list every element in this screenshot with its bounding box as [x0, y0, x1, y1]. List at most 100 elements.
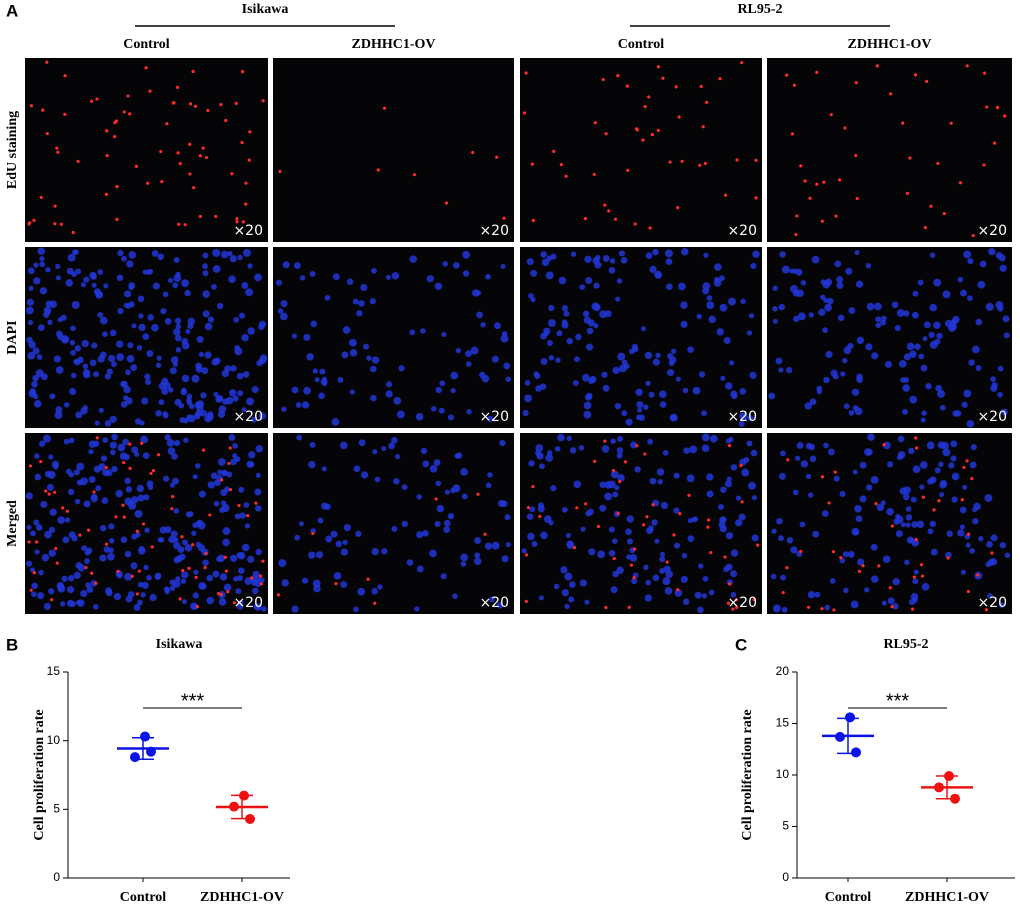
nucleus [687, 346, 694, 353]
nucleus [340, 548, 349, 556]
edu-dot [376, 168, 380, 172]
nucleus [146, 575, 152, 581]
edu-dot [861, 564, 865, 568]
nucleus [119, 452, 128, 460]
edu-dot [228, 487, 233, 492]
edu-dot [227, 461, 231, 466]
nucleus [192, 522, 199, 529]
nucleus [75, 268, 82, 275]
nucleus [539, 383, 547, 390]
nucleus [33, 277, 41, 285]
edu-dot [146, 181, 150, 185]
nucleus [905, 522, 911, 528]
magnification: ×20 [727, 409, 757, 425]
nucleus [371, 356, 380, 364]
nucleus [526, 258, 534, 266]
nucleus [141, 581, 149, 589]
nucleus [957, 276, 964, 283]
nucleus [222, 538, 230, 547]
nucleus [54, 411, 63, 420]
edu-dot [633, 547, 637, 551]
nucleus [496, 602, 504, 609]
nucleus [105, 589, 113, 597]
nucleus [430, 406, 437, 412]
edu-dot [94, 581, 98, 585]
nucleus [141, 397, 149, 405]
micrograph: ×20 [25, 247, 268, 428]
nucleus [582, 373, 590, 382]
nucleus [108, 547, 114, 554]
nucleus [279, 312, 288, 321]
column-header: Control [618, 37, 665, 52]
edu-dot [105, 153, 109, 158]
nucleus [358, 300, 365, 307]
nucleus [537, 505, 545, 513]
edu-dot [756, 543, 760, 547]
nucleus [192, 474, 198, 480]
nucleus [488, 596, 495, 603]
chart-title: RL95-2 [883, 637, 928, 652]
nucleus [233, 576, 239, 582]
nucleus [409, 329, 416, 336]
nucleus [824, 303, 832, 312]
nucleus [164, 318, 172, 325]
nucleus [918, 353, 925, 360]
nucleus [648, 391, 655, 398]
nucleus [682, 387, 689, 394]
edu-dot [241, 70, 245, 74]
nucleus [319, 368, 326, 375]
nucleus [960, 569, 966, 575]
nucleus [1003, 332, 1010, 339]
nucleus [55, 330, 63, 338]
nucleus [570, 251, 577, 257]
nucleus [184, 544, 193, 552]
nucleus [902, 408, 908, 415]
nucleus [444, 489, 450, 495]
nucleus [612, 491, 619, 498]
edu-dot [178, 162, 182, 166]
y-tick-label: 10 [776, 767, 790, 781]
micrograph-bg [25, 58, 268, 242]
nucleus [582, 310, 590, 317]
nucleus [778, 535, 784, 542]
nucleus [735, 495, 742, 501]
nucleus [301, 401, 310, 409]
edu-dot [224, 569, 229, 573]
edu-dot [258, 574, 263, 578]
nucleus [202, 252, 209, 259]
nucleus [255, 472, 261, 478]
nucleus [796, 289, 804, 298]
nucleus [702, 282, 711, 290]
nucleus [371, 547, 379, 556]
nucleus [184, 289, 191, 297]
nucleus [1001, 408, 1008, 416]
nucleus [393, 396, 402, 405]
edu-dot [32, 218, 36, 223]
nucleus [93, 440, 100, 447]
nucleus [100, 455, 108, 462]
nucleus [27, 319, 34, 326]
nucleus [855, 515, 863, 523]
nucleus [836, 282, 844, 290]
nucleus [355, 530, 362, 537]
nucleus [221, 469, 228, 477]
nucleus [659, 401, 667, 408]
nucleus [949, 322, 957, 331]
nucleus [584, 255, 592, 264]
edu-dot [216, 591, 221, 596]
nucleus [897, 435, 905, 443]
nucleus [308, 460, 316, 469]
nucleus [778, 303, 786, 311]
nucleus [362, 343, 370, 350]
nucleus [130, 364, 138, 371]
nucleus [173, 328, 181, 336]
nucleus [585, 276, 593, 285]
nucleus [912, 311, 919, 319]
nucleus [35, 369, 44, 378]
edu-dot [706, 525, 710, 529]
nucleus [772, 306, 778, 312]
nucleus [740, 298, 746, 304]
nucleus [474, 537, 482, 544]
edu-dot [476, 492, 480, 496]
nucleus [256, 360, 263, 367]
